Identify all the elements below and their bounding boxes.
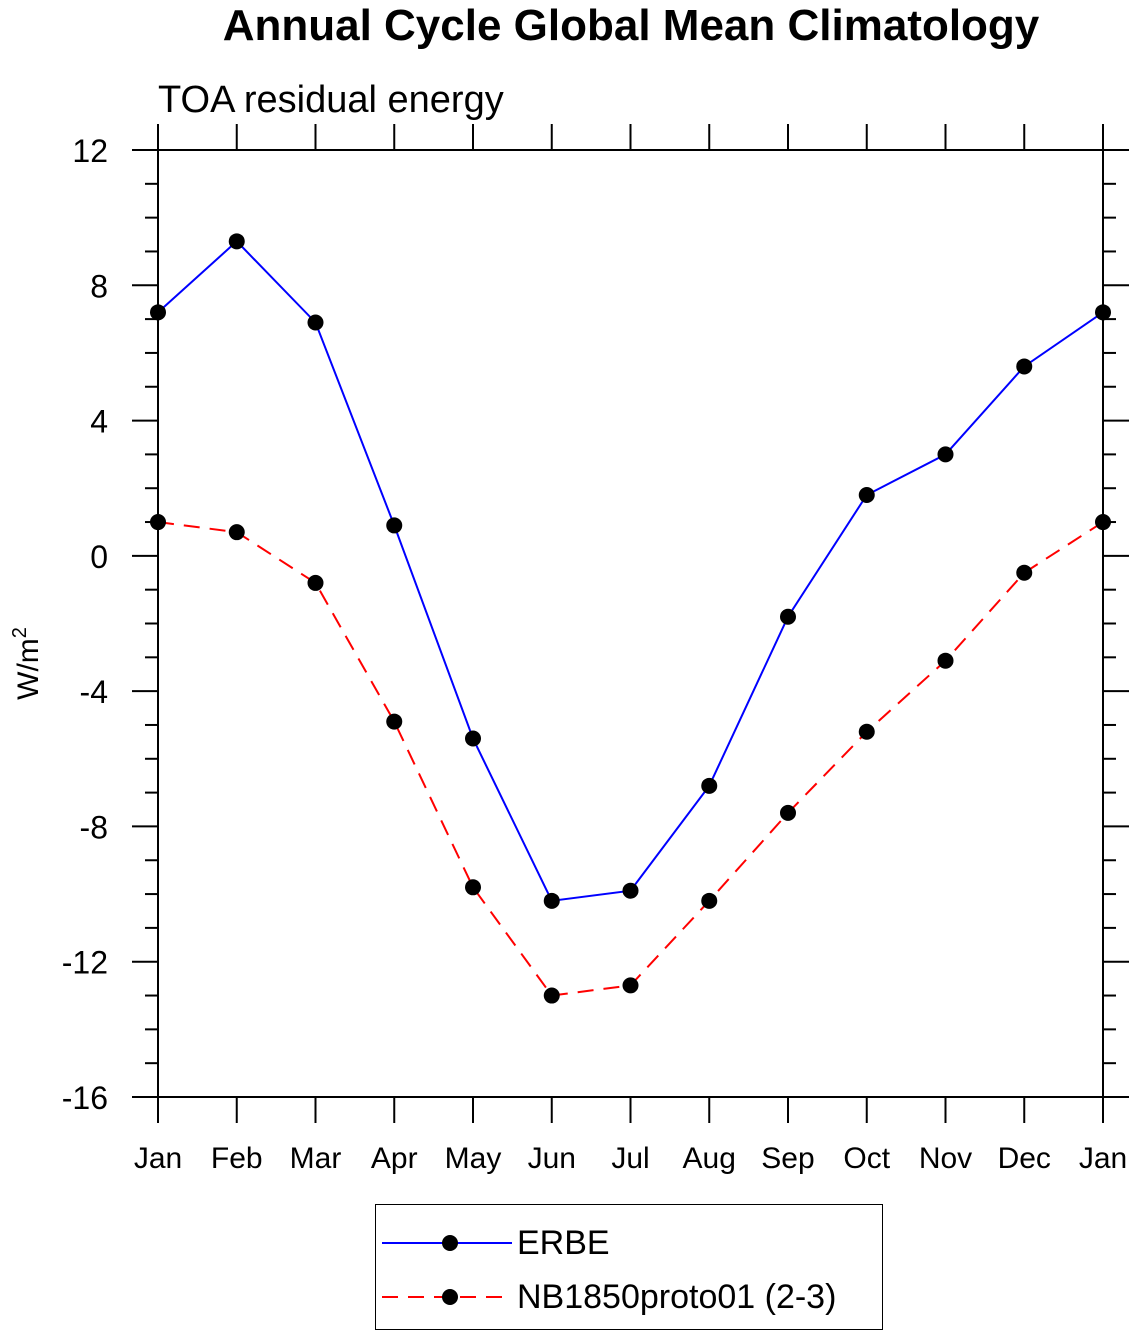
y-tick-label: -4 <box>80 674 108 710</box>
data-point-series-0 <box>465 730 481 747</box>
data-point-series-0 <box>937 446 954 463</box>
x-tick-label: Mar <box>290 1142 342 1175</box>
x-tick-label: Jan <box>134 1142 182 1175</box>
data-point-series-0 <box>780 608 796 625</box>
data-point-series-1 <box>543 987 560 1004</box>
x-tick-label: Jul <box>611 1142 649 1175</box>
legend-label-erbe: ERBE <box>517 1224 610 1262</box>
x-tick-label: Feb <box>211 1142 263 1175</box>
data-point-series-1 <box>228 524 245 541</box>
data-point-series-1 <box>307 574 324 591</box>
legend-swatch-model <box>382 1289 512 1305</box>
y-axis-label: W/m2 <box>9 627 45 700</box>
data-point-series-1 <box>701 892 718 909</box>
plot-frame <box>157 149 1104 1098</box>
data-point-series-0 <box>386 517 403 534</box>
y-tick-label: -12 <box>62 945 108 981</box>
x-tick-label: May <box>445 1142 502 1175</box>
data-point-series-1 <box>1016 564 1033 581</box>
chart-subtitle: TOA residual energy <box>158 79 504 121</box>
legend-swatch-erbe <box>382 1235 512 1251</box>
data-point-series-1 <box>465 879 481 896</box>
legend-item-erbe: ERBE <box>376 1213 882 1273</box>
x-tick-label: Apr <box>371 1142 418 1175</box>
data-point-series-0 <box>543 892 560 909</box>
x-tick-label: Sep <box>761 1142 814 1175</box>
data-point-series-0 <box>701 777 718 794</box>
x-tick-label: Nov <box>919 1142 972 1175</box>
data-point-series-1 <box>622 977 639 994</box>
data-point-series-1 <box>780 804 796 821</box>
data-point-series-0 <box>307 314 324 331</box>
series-line-0 <box>157 239 1104 902</box>
y-tick-label: 8 <box>90 268 108 304</box>
data-point-series-1 <box>150 514 166 531</box>
line-chart: 12 8 4 0 -4 -8 -12 -16 Jan Feb Mar Apr May Jun Jul Aug S… <box>9 124 1129 1175</box>
y-tick-label: -8 <box>80 809 108 845</box>
legend-label-model: NB1850proto01 (2-3) <box>517 1278 837 1316</box>
chart-title: Annual Cycle Global Mean Climatology <box>222 1 1040 50</box>
series-line-1 <box>157 521 1104 997</box>
x-tick-label: Jan <box>1079 1142 1127 1175</box>
legend: ERBE NB1850proto01 (2-3) <box>375 1204 883 1330</box>
data-point-series-1 <box>386 713 403 730</box>
data-point-series-1 <box>1095 514 1111 531</box>
x-tick-label: Aug <box>683 1142 736 1175</box>
y-tick-label: 12 <box>72 133 108 169</box>
y-tick-label: 4 <box>90 404 108 440</box>
data-point-series-0 <box>1016 358 1033 375</box>
y-tick-label: 0 <box>90 539 108 575</box>
x-tick-label: Oct <box>843 1142 890 1175</box>
data-point-series-0 <box>228 233 245 250</box>
data-point-series-0 <box>858 486 875 503</box>
y-tick-label: -16 <box>62 1080 108 1116</box>
data-point-series-0 <box>1095 304 1111 321</box>
x-tick-label: Dec <box>998 1142 1051 1175</box>
legend-item-model: NB1850proto01 (2-3) <box>376 1267 882 1327</box>
data-point-series-1 <box>937 652 954 669</box>
x-tick-label: Jun <box>528 1142 576 1175</box>
data-point-series-0 <box>622 882 639 899</box>
data-point-series-0 <box>150 304 166 321</box>
data-point-series-1 <box>858 723 875 740</box>
